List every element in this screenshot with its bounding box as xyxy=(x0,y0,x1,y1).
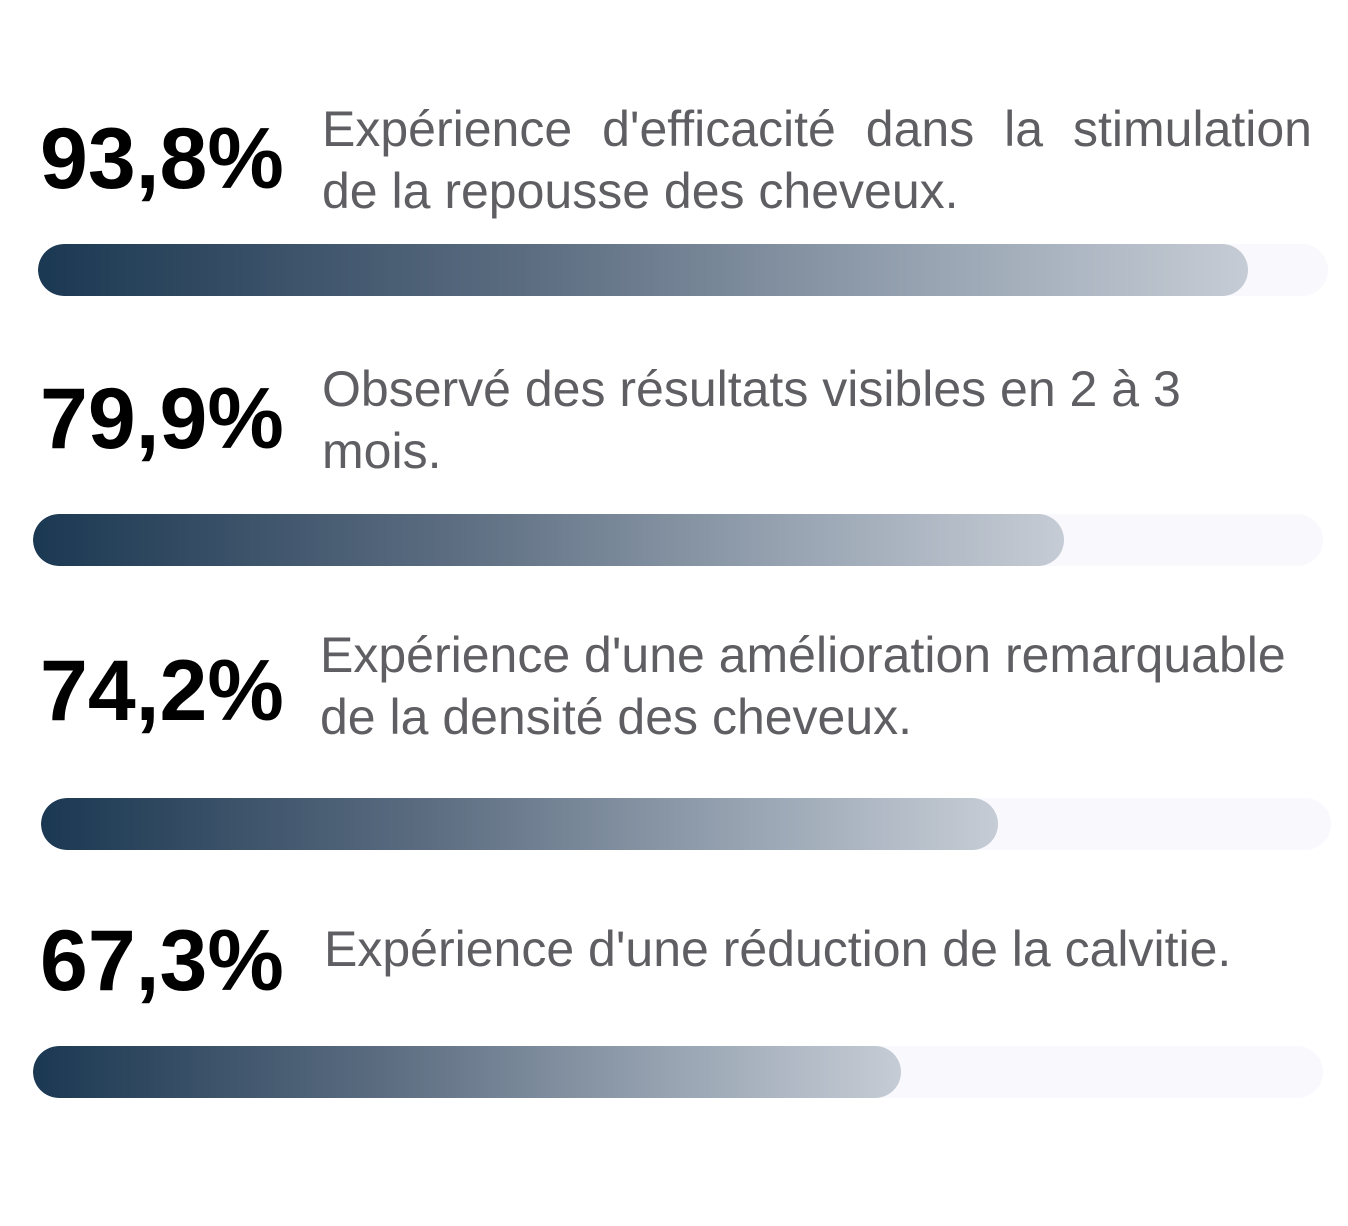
stat-label: Expérience d'une amélioration remarquabl… xyxy=(320,627,1286,745)
bar-track xyxy=(33,1046,1323,1098)
bar-fill xyxy=(38,244,1249,296)
stat-value: 93,8% xyxy=(40,111,284,207)
stat-row-1: 93,8% Expérience d'efficacité dans la st… xyxy=(34,98,1328,338)
bar-fill xyxy=(41,798,999,850)
stat-label: Expérience d'efficacité dans la stimulat… xyxy=(322,101,1312,219)
stat-row-2: 79,9% Observé des résultats visibles en … xyxy=(33,358,1324,598)
stat-row-4: 67,3% Expérience d'une réduction de la c… xyxy=(33,913,1324,1154)
stat-label: Observé des résultats visibles en 2 à 3 … xyxy=(322,361,1181,479)
stat-value: 79,9% xyxy=(40,371,284,467)
bar-track xyxy=(33,514,1323,566)
bar-fill xyxy=(33,514,1064,566)
stat-row-3: 74,2% Expérience d'une amélioration rema… xyxy=(34,624,1331,864)
stat-value: 74,2% xyxy=(40,643,284,739)
bar-track xyxy=(41,798,1331,850)
stat-label: Expérience d'une réduction de la calviti… xyxy=(324,921,1232,977)
stat-value: 67,3% xyxy=(40,913,284,1009)
bar-fill xyxy=(33,1046,902,1098)
bar-track xyxy=(38,244,1328,296)
